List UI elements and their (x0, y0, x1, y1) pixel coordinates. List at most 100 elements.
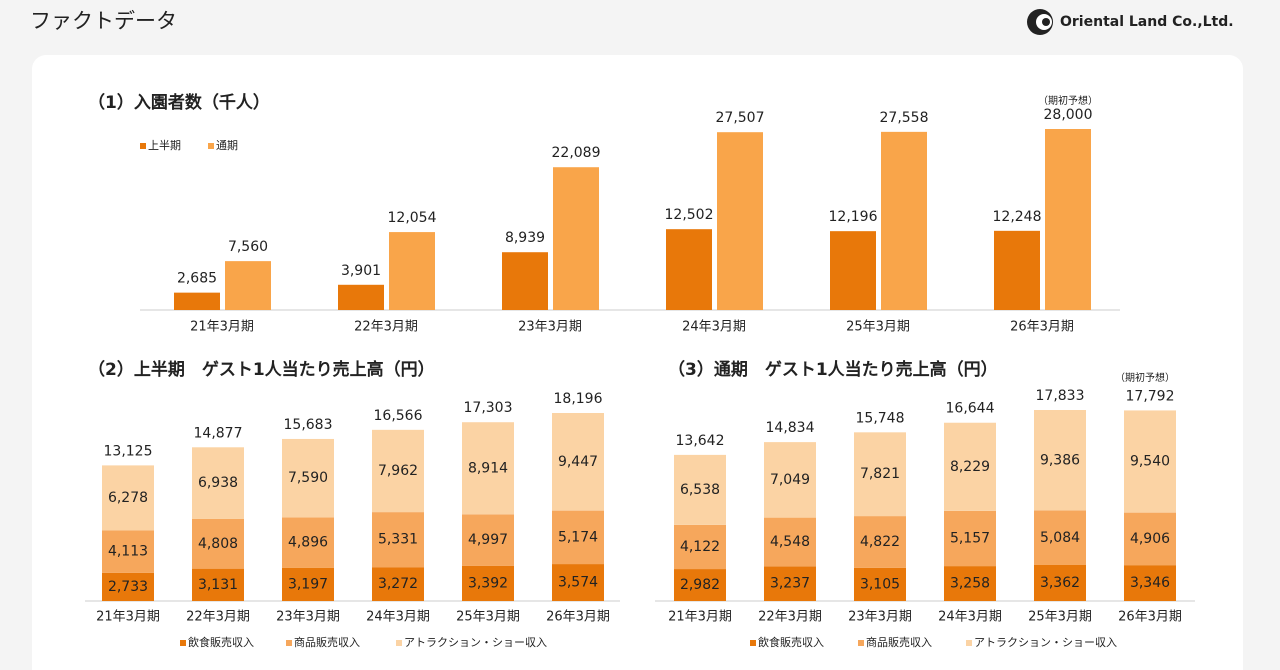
value-label: 4,113 (108, 544, 148, 560)
total-label: 15,748 (856, 410, 905, 426)
legend-label: 飲食販売収入 (188, 635, 254, 649)
bar-segment (944, 422, 996, 511)
bar (881, 131, 927, 310)
value-label: 5,157 (950, 530, 990, 546)
bar-segment (372, 512, 424, 568)
bar-segment (674, 524, 726, 570)
value-label: 27,558 (880, 110, 929, 126)
total-label: 17,303 (464, 400, 513, 416)
value-label: 4,122 (680, 539, 720, 555)
value-label: 6,938 (198, 475, 238, 491)
logo: Oriental Land Co.,Ltd. (1027, 9, 1234, 35)
bar (666, 229, 712, 310)
value-label: 2,982 (680, 577, 720, 593)
bar-segment (282, 567, 334, 601)
value-label: 3,258 (950, 576, 990, 592)
x-tick-label: 23年3月期 (848, 610, 912, 625)
x-tick-label: 26年3月期 (1010, 320, 1074, 335)
bar-segment (102, 530, 154, 573)
legend-label: 商品販売収入 (294, 635, 360, 649)
legend-swatch (396, 640, 402, 646)
x-tick-label: 26年3月期 (546, 610, 610, 625)
x-tick-label: 22年3月期 (186, 610, 250, 625)
chart-title: （1）入園者数（千人） (88, 92, 270, 113)
bar-segment (372, 429, 424, 513)
legend-label: アトラクション・ショー収入 (404, 636, 547, 649)
value-label: 7,821 (860, 466, 900, 482)
legend-label: 飲食販売収入 (758, 635, 824, 649)
value-label: 4,906 (1130, 531, 1170, 547)
bar-segment (552, 510, 604, 565)
value-label: 3,105 (860, 576, 900, 592)
bar (174, 292, 220, 310)
value-label: 2,733 (108, 579, 148, 595)
value-label: 7,590 (288, 470, 328, 486)
chart-title: （3）通期 ゲスト1人当たり売上高（円） (668, 359, 998, 380)
value-label: 4,822 (860, 534, 900, 550)
bar-segment (192, 518, 244, 569)
legend-label: 上半期 (148, 138, 181, 152)
annotation: （期初予想） (1115, 371, 1175, 384)
bar-segment (854, 432, 906, 517)
bar-segment (944, 566, 996, 601)
value-label: 12,196 (829, 209, 878, 225)
value-label: 6,278 (108, 490, 148, 506)
value-label: 3,346 (1130, 575, 1170, 591)
legend-swatch (140, 143, 146, 149)
value-label: 3,901 (341, 263, 381, 279)
total-label: 16,644 (946, 401, 995, 417)
bar-segment (1034, 410, 1086, 511)
value-label: 9,540 (1130, 454, 1170, 470)
logo-text: Oriental Land Co.,Ltd. (1060, 14, 1234, 30)
bar-segment (102, 572, 154, 601)
total-label: 14,877 (194, 425, 243, 441)
bar-segment (552, 564, 604, 601)
bar (1045, 129, 1091, 310)
value-label: 4,997 (468, 532, 508, 548)
value-label: 6,538 (680, 482, 720, 498)
value-label: 3,392 (468, 575, 508, 591)
total-label: 13,125 (104, 443, 153, 459)
bar-segment (1124, 565, 1176, 601)
legend-swatch (858, 640, 864, 646)
x-tick-label: 24年3月期 (682, 320, 746, 335)
bar (994, 230, 1040, 310)
value-label: 8,229 (950, 459, 990, 475)
value-label: 4,548 (770, 534, 810, 550)
x-tick-label: 23年3月期 (518, 320, 582, 335)
bar-segment (552, 413, 604, 511)
legend-label: アトラクション・ショー収入 (974, 636, 1117, 649)
value-label: 12,248 (993, 209, 1042, 225)
value-label: 5,331 (378, 532, 418, 548)
value-label: 12,502 (665, 207, 714, 223)
bar-segment (1124, 512, 1176, 566)
bar-segment (764, 566, 816, 601)
total-label: 15,683 (284, 417, 333, 433)
value-label: 3,237 (770, 576, 810, 592)
value-label: 28,000 (1044, 107, 1093, 123)
x-tick-label: 21年3月期 (190, 320, 254, 335)
total-label: 18,196 (554, 391, 603, 407)
total-label: 13,642 (676, 433, 725, 449)
legend-label: 商品販売収入 (866, 635, 932, 649)
annotation: （期初予想） (1038, 94, 1098, 107)
bar (389, 232, 435, 310)
x-tick-label: 22年3月期 (354, 320, 418, 335)
value-label: 3,131 (198, 577, 238, 593)
value-label: 9,447 (558, 454, 598, 470)
bar-segment (944, 510, 996, 567)
x-tick-label: 25年3月期 (846, 320, 910, 335)
bar (338, 284, 384, 310)
legend-swatch (966, 640, 972, 646)
total-label: 17,833 (1036, 388, 1085, 404)
total-label: 14,834 (766, 420, 815, 436)
value-label: 5,174 (558, 529, 598, 545)
bar-segment (1124, 410, 1176, 513)
bar-segment (372, 567, 424, 601)
value-label: 4,896 (288, 535, 328, 551)
x-tick-label: 23年3月期 (276, 610, 340, 625)
value-label: 3,362 (1040, 575, 1080, 591)
value-label: 22,089 (552, 145, 601, 161)
bar-segment (854, 567, 906, 601)
